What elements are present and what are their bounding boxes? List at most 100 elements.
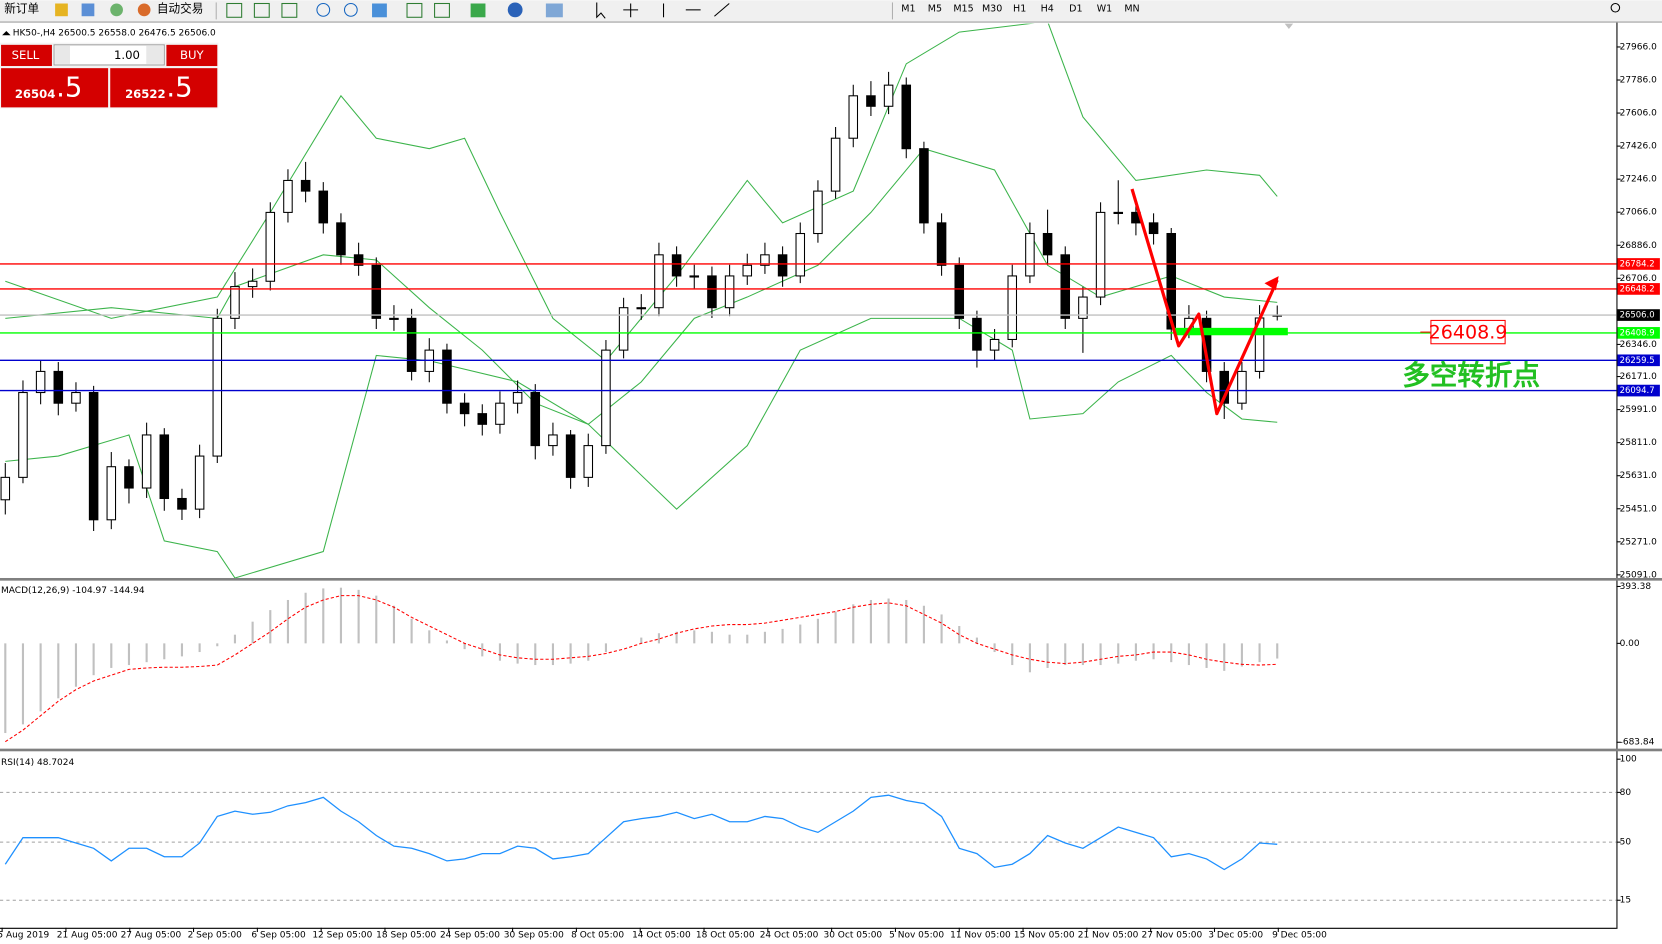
y-tick-label: 26171.0	[1620, 372, 1657, 382]
macd-bar	[392, 605, 396, 644]
timeframe-button[interactable]: M1	[901, 3, 915, 14]
panel-plot	[0, 23, 1283, 578]
x-tick-label: 14 Oct 05:00	[632, 931, 691, 941]
timeframe-button[interactable]: M5	[928, 3, 942, 14]
candle-body	[565, 434, 576, 478]
macd-bar	[587, 643, 590, 661]
new-order-button[interactable]: 新订单	[4, 1, 39, 15]
y-tick-label: 27606.0	[1620, 109, 1657, 119]
bid-fraction[interactable]: .5	[56, 71, 82, 103]
candle-body	[883, 84, 894, 107]
timeframe-button[interactable]: M30	[982, 3, 1002, 14]
price-level-label: 26506.0	[1620, 310, 1655, 320]
icon[interactable]	[434, 2, 450, 18]
y-tick-label: 27426.0	[1620, 142, 1657, 152]
candle-body	[53, 370, 64, 404]
x-tick-label: 21 Nov 05:00	[1078, 931, 1139, 941]
sell-label[interactable]: SELL	[12, 48, 40, 62]
candle-body	[371, 264, 382, 319]
bid-box[interactable]	[1, 68, 109, 108]
macd-bar	[198, 643, 201, 653]
candle-body	[442, 349, 452, 404]
candle-body	[583, 445, 594, 478]
lots-down[interactable]	[55, 45, 70, 64]
bid-price[interactable]: 26504	[15, 87, 56, 101]
timeframe-button[interactable]: H4	[1041, 3, 1054, 14]
candle-body	[795, 232, 806, 277]
candle-body	[742, 264, 753, 277]
auto-trading-button[interactable]: 自动交易	[157, 1, 204, 15]
candle-body	[141, 434, 152, 489]
panel-title: MACD(12,26,9) -104.97 -144.94	[1, 586, 145, 596]
icon[interactable]	[55, 3, 68, 17]
x-tick-label: 18 Oct 05:00	[696, 931, 755, 941]
y-tick-label: 25811.0	[1620, 438, 1657, 448]
macd-bar	[481, 643, 484, 657]
y-tick-label: 50	[1620, 838, 1632, 848]
icon[interactable]	[281, 2, 298, 18]
icon[interactable]	[545, 3, 563, 18]
macd-bar	[710, 631, 713, 644]
panel-plot	[4, 587, 1279, 743]
candle-body	[495, 402, 505, 425]
y-tick-label: 0.00	[1620, 639, 1640, 649]
macd-bar	[304, 592, 307, 644]
icon[interactable]	[137, 3, 151, 17]
ask-price[interactable]: 26522	[125, 87, 165, 101]
green-marker-bar	[1174, 327, 1288, 336]
search-icon[interactable]	[1610, 2, 1621, 13]
price-level-label: 26648.2	[1620, 283, 1655, 293]
candle-body	[866, 95, 876, 107]
icon[interactable]	[623, 3, 639, 18]
icon[interactable]	[372, 3, 387, 18]
macd-bar	[445, 640, 449, 644]
bollinger-band	[5, 148, 1278, 425]
x-tick-label: 6 Sep 05:00	[251, 931, 306, 941]
icon[interactable]	[81, 3, 95, 17]
sell-button[interactable]	[1, 44, 52, 67]
ask-box[interactable]	[110, 68, 218, 108]
macd-bar	[57, 643, 60, 699]
icon[interactable]	[406, 2, 423, 18]
timeframe-button[interactable]: W1	[1097, 3, 1112, 14]
buy-label[interactable]: BUY	[180, 48, 205, 62]
timeframe-button[interactable]: M15	[953, 3, 973, 14]
x-tick-label: 5 Aug 2019	[0, 931, 50, 941]
icon[interactable]	[226, 2, 243, 18]
lots-field[interactable]	[53, 44, 165, 66]
price-level-box	[1617, 327, 1660, 339]
lots-up[interactable]	[146, 45, 164, 64]
timeframe-button[interactable]: MN	[1124, 3, 1139, 14]
icon[interactable]	[110, 3, 123, 17]
macd-bar	[1223, 643, 1226, 671]
macd-bar	[975, 637, 978, 644]
candle-body	[777, 254, 788, 277]
x-tick-label: 27 Nov 05:00	[1142, 931, 1203, 941]
macd-bar	[410, 618, 413, 644]
icon[interactable]	[316, 2, 331, 17]
icon[interactable]	[714, 3, 730, 17]
macd-bar	[180, 643, 184, 657]
timeframe-button[interactable]: D1	[1069, 3, 1082, 14]
timeframe-button[interactable]: H1	[1013, 3, 1026, 14]
candle-body	[1078, 296, 1088, 319]
candle-body	[300, 179, 311, 192]
y-tick-label: 80	[1620, 788, 1632, 798]
icon[interactable]	[596, 2, 606, 19]
candle-body	[406, 317, 417, 372]
ask-fraction[interactable]: .5	[166, 71, 192, 103]
timeframes: M1 M5 M15 M30 H1 H4 D1 W1 MN	[901, 3, 1139, 14]
macd-bar	[852, 604, 855, 644]
macd-bar	[269, 610, 272, 644]
y-tick-label: 393.38	[1620, 582, 1652, 592]
y-tick-label: 15	[1620, 896, 1631, 906]
macd-bar	[1205, 643, 1208, 668]
icon[interactable]	[253, 2, 270, 18]
buy-button[interactable]	[166, 44, 218, 67]
icon[interactable]	[470, 3, 486, 18]
icon[interactable]	[507, 2, 523, 18]
lots-value[interactable]: 1.00	[114, 48, 140, 62]
icon[interactable]	[343, 2, 358, 17]
macd-bar	[728, 634, 731, 644]
